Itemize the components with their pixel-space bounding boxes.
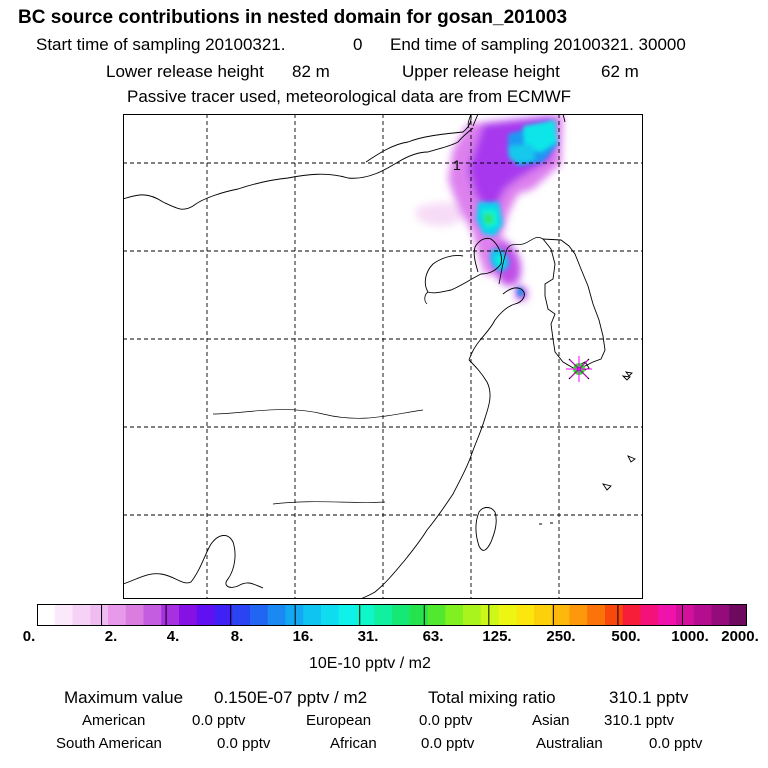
australian-label: Australian — [536, 735, 603, 752]
colorbar-cell — [214, 604, 233, 626]
receptor-site-marker — [566, 356, 592, 382]
colorbar-cell — [392, 604, 411, 626]
colorbar-cell — [498, 604, 517, 626]
end-time-label: End time of sampling 20100321. 30000 — [390, 35, 686, 54]
coastlines — [123, 114, 636, 599]
colorbar-cell — [267, 604, 287, 626]
colorbar-cell — [54, 604, 74, 626]
colorbar-label: 4. — [166, 628, 180, 645]
colorbar — [37, 604, 747, 626]
colorbar-cell — [108, 604, 127, 626]
colorbar-cell — [374, 604, 393, 626]
colorbar-cell — [463, 604, 482, 626]
colorbar-units: 10E-10 pptv / m2 — [309, 655, 431, 672]
colorbar-label: 250. — [546, 628, 576, 645]
political-borders — [424, 114, 544, 305]
colorbar-label: 500. — [611, 628, 641, 645]
colorbar-cell — [711, 604, 730, 626]
max-value-label: Maximum value — [64, 688, 184, 707]
colorbar-cell — [90, 604, 109, 626]
page-title: BC source contributions in nested domain… — [18, 7, 568, 28]
colorbar-cell — [569, 604, 588, 626]
colorbar-cell — [232, 604, 251, 626]
upper-release-value: 62 m — [601, 62, 639, 81]
european-value: 0.0 pptv — [419, 712, 473, 729]
rivers — [212, 409, 424, 505]
american-label: American — [82, 712, 146, 729]
colorbar-label: 2. — [104, 628, 118, 645]
upper-release-label: Upper release height — [402, 62, 560, 81]
colorbar-cell — [72, 604, 91, 626]
concentration-plume — [415, 114, 563, 302]
colorbar-label: 2000. — [721, 628, 759, 645]
colorbar-cell — [285, 604, 304, 626]
total-mixing-value: 310.1 pptv — [609, 688, 689, 707]
colorbar-label: 31. — [357, 628, 379, 645]
colorbar-label: 1000. — [671, 628, 709, 645]
colorbar-cell — [516, 604, 535, 626]
colorbar-cell — [587, 604, 606, 626]
australian-value: 0.0 pptv — [649, 735, 703, 752]
colorbar-cell — [534, 604, 553, 626]
colorbar-cell — [427, 604, 446, 626]
colorbar-cell — [605, 604, 624, 626]
colorbar-cell — [640, 604, 659, 626]
colorbar-cell — [729, 604, 747, 626]
contour-label: 1 — [453, 157, 461, 173]
grid-lines — [123, 114, 643, 599]
start-time-hour: 0 — [353, 35, 363, 54]
max-value: 0.150E-07 pptv / m2 — [214, 688, 368, 707]
american-value: 0.0 pptv — [192, 712, 246, 729]
colorbar-cell — [356, 604, 375, 626]
colorbar-cell — [196, 604, 216, 626]
colorbar-cell — [658, 604, 677, 626]
colorbar-cell — [480, 604, 500, 626]
lower-release-value: 82 m — [292, 62, 330, 81]
total-mixing-label: Total mixing ratio — [428, 688, 556, 707]
colorbar-cell — [409, 604, 429, 626]
colorbar-label: 63. — [422, 628, 444, 645]
european-label: European — [306, 712, 372, 729]
african-label: African — [330, 735, 377, 752]
asian-label: Asian — [532, 712, 570, 729]
tracer-note: Passive tracer used, meteorological data… — [127, 87, 572, 106]
lower-release-label: Lower release height — [106, 62, 264, 81]
colorbar-label: 0. — [22, 628, 36, 645]
start-time-label: Start time of sampling 20100321. — [36, 35, 286, 54]
colorbar-cell — [676, 604, 695, 626]
african-value: 0.0 pptv — [421, 735, 475, 752]
colorbar-cell — [338, 604, 358, 626]
colorbar-cell — [250, 604, 269, 626]
south-american-label: South American — [56, 735, 162, 752]
colorbar-label: 8. — [230, 628, 244, 645]
colorbar-cell — [551, 604, 571, 626]
colorbar-cell — [161, 604, 180, 626]
colorbar-cell — [445, 604, 464, 626]
colorbar-cell — [179, 604, 198, 626]
colorbar-cell — [125, 604, 145, 626]
colorbar-label: 125. — [482, 628, 512, 645]
colorbar-cell — [622, 604, 642, 626]
south-american-value: 0.0 pptv — [217, 735, 271, 752]
colorbar-cell — [37, 604, 56, 626]
map-frame — [123, 114, 643, 599]
colorbar-cell — [321, 604, 340, 626]
colorbar-label: 16. — [292, 628, 314, 645]
map-panel: 1 — [123, 114, 643, 599]
asian-value: 310.1 pptv — [604, 712, 675, 729]
colorbar-cell — [143, 604, 162, 626]
colorbar-cell — [303, 604, 322, 626]
colorbar-cell — [693, 604, 713, 626]
